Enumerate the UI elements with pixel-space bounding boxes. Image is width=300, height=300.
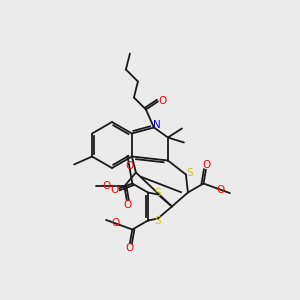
Text: S: S [154, 215, 161, 226]
Text: O: O [125, 161, 133, 171]
Text: O: O [111, 218, 119, 228]
Text: S: S [154, 188, 161, 197]
Text: N: N [153, 121, 161, 130]
Text: O: O [203, 160, 211, 170]
Text: O: O [124, 200, 132, 210]
Text: O: O [159, 95, 167, 106]
Text: O: O [110, 185, 118, 195]
Text: O: O [102, 181, 110, 191]
Text: O: O [125, 243, 133, 253]
Text: S: S [187, 167, 193, 178]
Text: O: O [216, 185, 224, 195]
